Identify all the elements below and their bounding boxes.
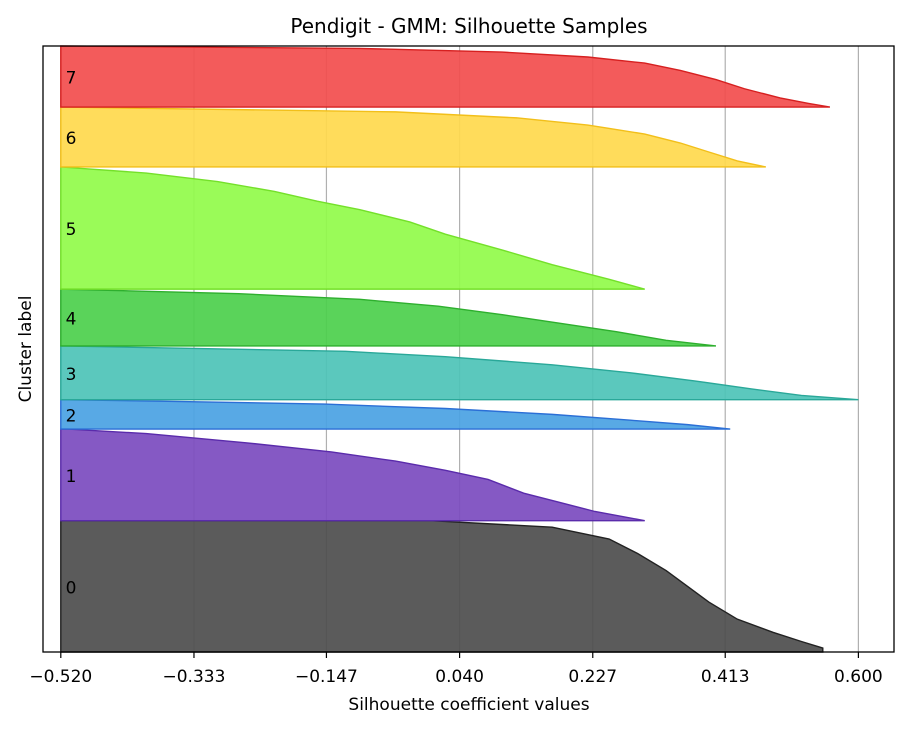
- x-tick-label: 0.600: [834, 667, 883, 687]
- plot-area: 0 1 2 3 4 5 6 7: [42, 45, 895, 653]
- plot-frame: [42, 45, 895, 653]
- y-axis-label: Cluster label: [16, 296, 36, 403]
- x-tick-label: −0.147: [295, 667, 358, 687]
- cluster-area-1: [60, 428, 645, 522]
- cluster-label-4: 4: [66, 310, 77, 330]
- x-tick-label: 0.227: [568, 667, 617, 687]
- x-axis: −0.520 −0.333 −0.147 0.040 0.227 0.413 0.600: [29, 652, 883, 687]
- cluster-area-6: [60, 106, 766, 168]
- x-tick-label: −0.520: [29, 667, 92, 687]
- cluster-label-2: 2: [66, 406, 77, 426]
- x-tick-label: −0.333: [163, 667, 226, 687]
- x-tick-label: 0.413: [701, 667, 750, 687]
- cluster-label-0: 0: [66, 578, 77, 598]
- cluster-area-2: [60, 398, 731, 430]
- cluster-label-3: 3: [66, 365, 77, 385]
- cluster-area-7: [60, 45, 831, 108]
- cluster-label-7: 7: [66, 69, 77, 89]
- x-tick-label: 0.040: [435, 667, 484, 687]
- cluster-label-5: 5: [66, 220, 77, 240]
- cluster-label-6: 6: [66, 129, 77, 149]
- cluster-area-0: [60, 519, 824, 653]
- cluster-area-5: [60, 166, 645, 290]
- x-axis-label: Silhouette coefficient values: [348, 695, 589, 715]
- cluster-area-3: [60, 345, 859, 401]
- chart-title: Pendigit - GMM: Silhouette Samples: [290, 14, 647, 38]
- cluster-label-1: 1: [66, 467, 77, 487]
- cluster-area-4: [60, 288, 717, 347]
